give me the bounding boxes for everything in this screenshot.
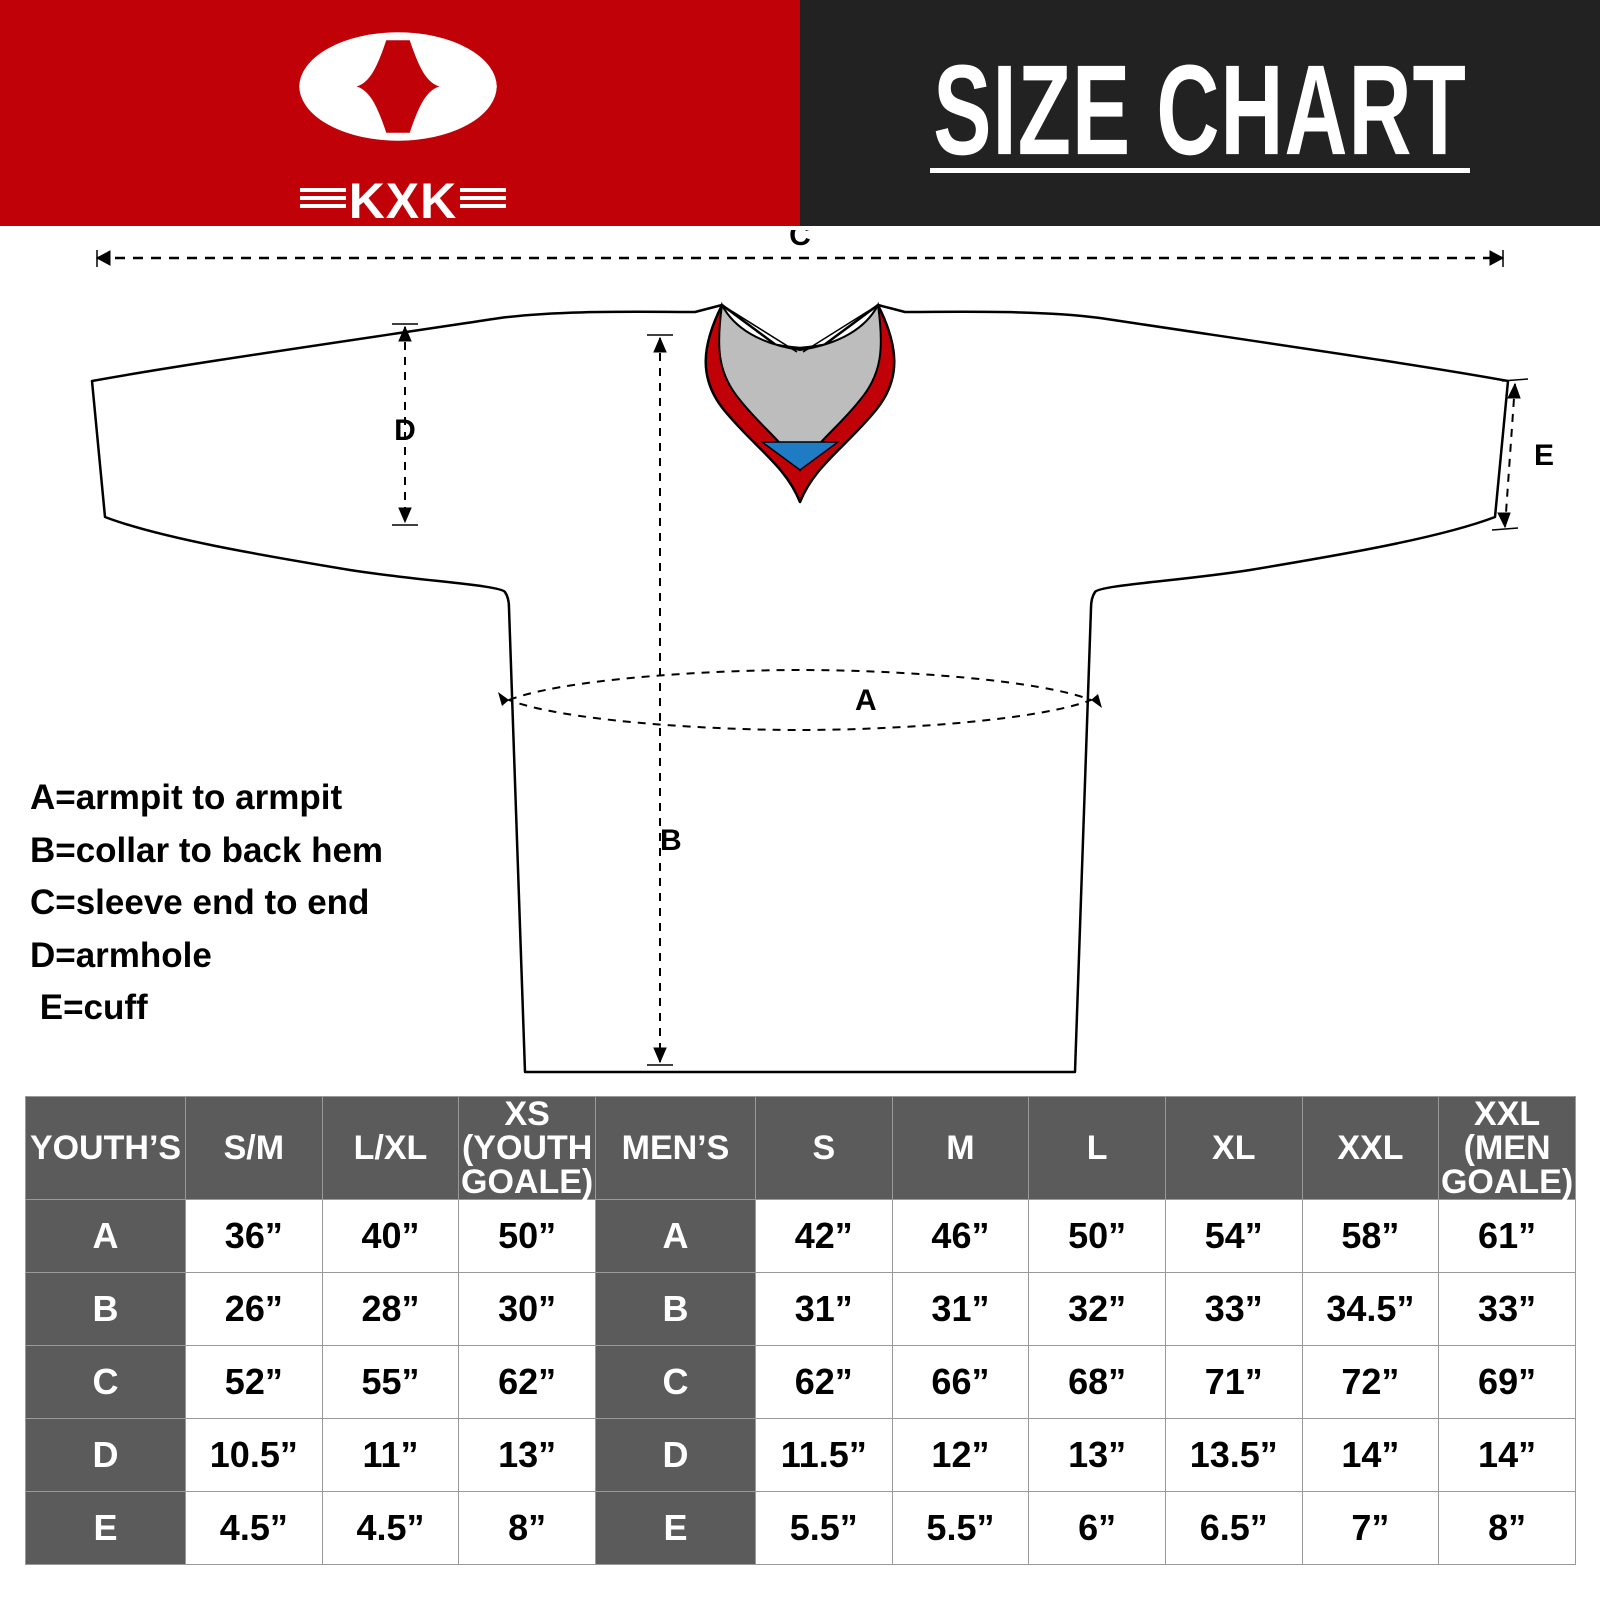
svg-text:A: A (855, 684, 877, 717)
svg-text:D: D (394, 414, 416, 447)
svg-text:B: B (660, 824, 682, 857)
svg-text:C: C (789, 230, 811, 252)
svg-text:E: E (1534, 439, 1554, 472)
